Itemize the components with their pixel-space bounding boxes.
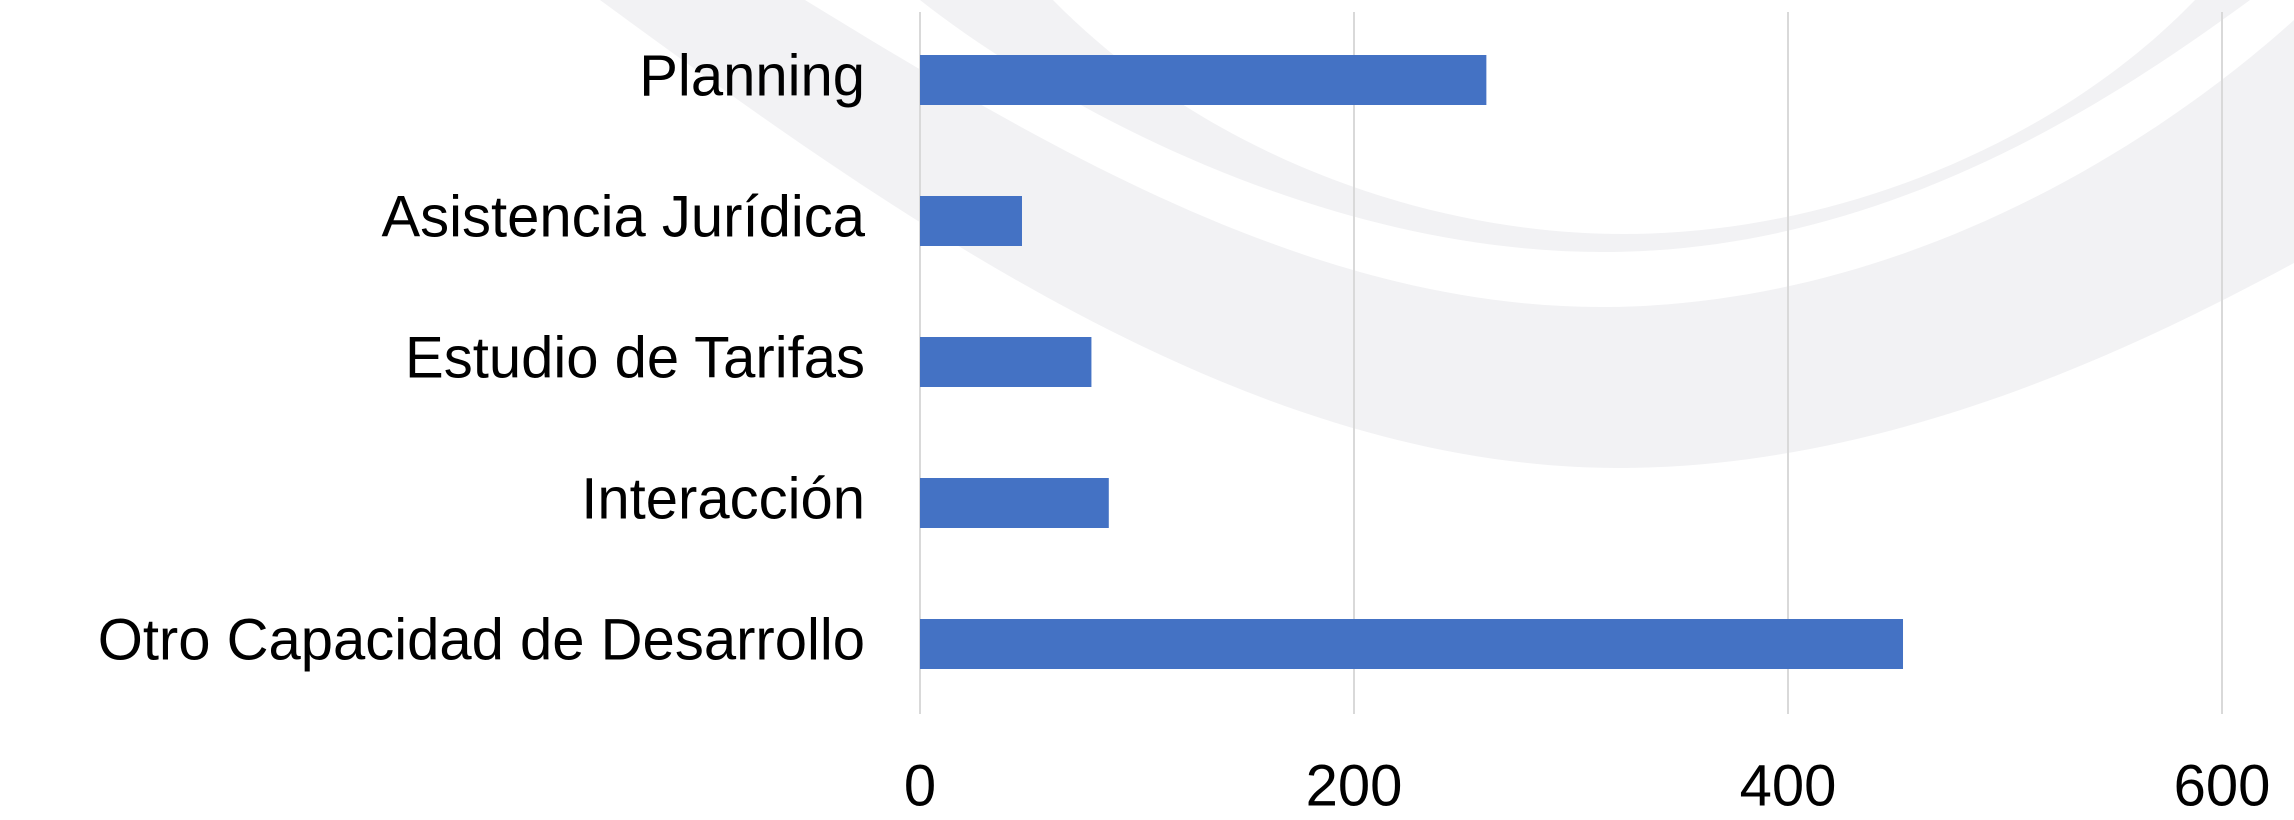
- plot-area: 0 200 400 600 Planning Asistencia Jurídica Est…: [98, 12, 2271, 818]
- y-tick-label: Asistencia Jurídica: [381, 184, 865, 249]
- y-tick-label: Otro Capacidad de Desarrollo: [98, 607, 865, 672]
- bar: [920, 337, 1092, 387]
- bar: [920, 55, 1487, 105]
- bar: [920, 619, 1904, 669]
- bar: [920, 196, 1022, 246]
- y-tick-label: Estudio de Tarifas: [405, 325, 865, 390]
- x-tick-label: 600: [2174, 753, 2271, 818]
- bar: [920, 478, 1109, 528]
- x-tick-label: 200: [1306, 753, 1403, 818]
- y-tick-label: Interacción: [581, 466, 865, 531]
- x-tick-label: 0: [904, 753, 936, 818]
- y-tick-label: Planning: [639, 43, 865, 108]
- x-tick-label: 400: [1740, 753, 1837, 818]
